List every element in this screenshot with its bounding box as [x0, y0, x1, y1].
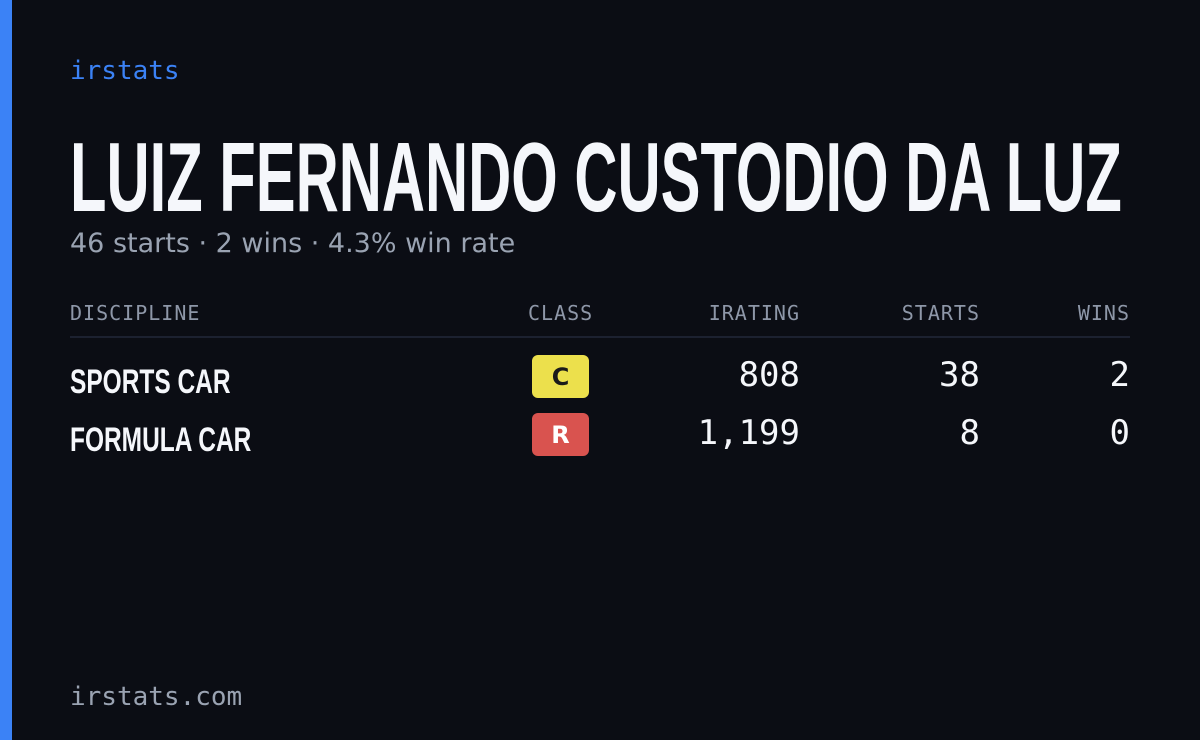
column-header: WINS	[1077, 301, 1130, 325]
wins: 2	[1109, 355, 1130, 395]
wins: 0	[1109, 413, 1130, 453]
brand: irstats	[70, 56, 180, 86]
discipline: SPORTS CAR	[70, 363, 231, 401]
discipline: FORMULA CAR	[70, 421, 252, 459]
class-badge: R	[532, 413, 589, 456]
driver-name: LUIZ FERNANDO CUSTODIO DA LUZ	[70, 122, 1122, 232]
accent-bar	[0, 0, 12, 740]
column-header: IRATING	[708, 301, 800, 325]
irating: 1,199	[697, 413, 800, 453]
column-header: CLASS	[528, 301, 594, 325]
column-header: STARTS	[901, 301, 980, 325]
summary: 46 starts · 2 wins · 4.3% win rate	[70, 228, 516, 259]
footer-site: irstats.com	[70, 682, 243, 712]
starts: 38	[939, 355, 980, 395]
irating: 808	[738, 355, 800, 395]
starts: 8	[959, 413, 980, 453]
column-header: DISCIPLINE	[70, 301, 201, 325]
class-badge: C	[532, 355, 589, 398]
header-rule	[70, 336, 1130, 338]
